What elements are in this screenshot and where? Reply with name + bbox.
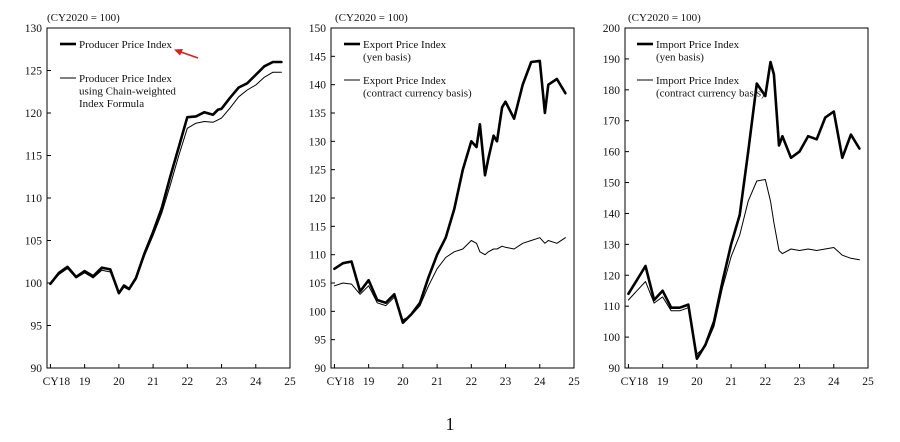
y-tick-label: 140 bbox=[603, 208, 621, 220]
x-tick-label: 23 bbox=[216, 376, 228, 388]
x-tick-label: 21 bbox=[431, 376, 443, 388]
y-tick-label: 190 bbox=[603, 54, 621, 66]
page-number: 1 bbox=[445, 414, 455, 434]
x-tick-label: 20 bbox=[397, 376, 409, 388]
x-tick-label: 24 bbox=[534, 376, 546, 388]
chart-panel-3: (CY2020 = 100) 90 100 110 120 130 140 150 160 170… bbox=[603, 12, 874, 388]
y-tick-label: 95 bbox=[315, 335, 327, 347]
legend-text: using Chain-weighted bbox=[79, 86, 176, 98]
series-line-thin bbox=[333, 237, 566, 321]
series-line-bold bbox=[49, 60, 283, 295]
y-tick-label: 90 bbox=[315, 363, 327, 375]
x-tick-label: 19 bbox=[657, 376, 669, 388]
y-tick-label: 120 bbox=[603, 270, 621, 282]
y-tick-label: 100 bbox=[25, 278, 43, 290]
x-tick-label: 22 bbox=[182, 376, 194, 388]
x-tick-label: 20 bbox=[691, 376, 703, 388]
x-tick-label: 23 bbox=[794, 376, 806, 388]
y-tick-label: 150 bbox=[309, 23, 327, 35]
y-tick-label: 200 bbox=[603, 23, 621, 35]
y-tick-label: 100 bbox=[603, 332, 621, 344]
plot-frame bbox=[624, 27, 869, 369]
legend-text: Export Price Index bbox=[363, 39, 447, 51]
y-tick-label: 110 bbox=[25, 193, 42, 205]
legend-text: Producer Price Index bbox=[79, 39, 172, 51]
x-tick-label: 23 bbox=[500, 376, 512, 388]
x-tick-label: 21 bbox=[725, 376, 737, 388]
unit-note: (CY2020 = 100) bbox=[628, 12, 701, 24]
legend-text: Index Formula bbox=[79, 98, 144, 110]
y-tick-label: 170 bbox=[603, 116, 621, 128]
y-tick-label: 115 bbox=[309, 221, 326, 233]
y-tick-label: 105 bbox=[309, 278, 327, 290]
y-tick-label: 125 bbox=[309, 165, 327, 177]
x-tick-label: CY18 bbox=[43, 376, 71, 388]
y-tick-label: 120 bbox=[309, 193, 327, 205]
chart-panel-1: (CY2020 = 100) 90 95 100 105 110 115 120 125 130 C… bbox=[25, 12, 296, 388]
x-tick-label: 21 bbox=[147, 376, 159, 388]
series-line-thin bbox=[49, 71, 282, 295]
y-tick-label: 120 bbox=[25, 108, 43, 120]
legend-text: (contract currency basis) bbox=[363, 88, 472, 100]
x-tick-label: 20 bbox=[113, 376, 125, 388]
series-line-bold bbox=[333, 59, 567, 325]
x-tick-label: CY18 bbox=[327, 376, 355, 388]
y-tick-label: 90 bbox=[31, 363, 43, 375]
x-tick-label: 19 bbox=[363, 376, 375, 388]
y-tick-label: 105 bbox=[25, 236, 43, 248]
unit-note: (CY2020 = 100) bbox=[47, 12, 120, 24]
y-tick-label: 100 bbox=[309, 306, 327, 318]
legend-text: Import Price Index bbox=[656, 75, 740, 87]
x-tick-label: 19 bbox=[79, 376, 91, 388]
series-line-thin bbox=[627, 179, 860, 355]
x-tick-label: 22 bbox=[760, 376, 772, 388]
x-tick-label: 22 bbox=[466, 376, 478, 388]
y-tick-label: 160 bbox=[603, 147, 621, 159]
y-tick-label: 125 bbox=[25, 66, 43, 78]
y-tick-label: 145 bbox=[309, 51, 327, 63]
legend-text: Producer Price Index bbox=[79, 73, 172, 85]
y-tick-label: 130 bbox=[309, 136, 327, 148]
x-tick-label: 24 bbox=[828, 376, 840, 388]
series-line-bold bbox=[627, 60, 861, 361]
y-tick-label: 115 bbox=[25, 151, 42, 163]
y-tick-label: 110 bbox=[309, 250, 326, 262]
y-tick-label: 90 bbox=[609, 363, 621, 375]
y-tick-label: 135 bbox=[309, 108, 327, 120]
y-tick-label: 140 bbox=[309, 80, 327, 92]
y-tick-label: 150 bbox=[603, 178, 621, 190]
annotation-arrowhead bbox=[174, 49, 183, 56]
x-tick-label: 25 bbox=[568, 376, 580, 388]
legend-text: (contract currency basis) bbox=[656, 88, 765, 100]
legend-text: Export Price Index bbox=[363, 75, 447, 87]
x-tick-label: CY18 bbox=[621, 376, 649, 388]
legend-text: Import Price Index bbox=[656, 39, 740, 51]
y-tick-label: 130 bbox=[25, 23, 43, 35]
legend-text: (yen basis) bbox=[656, 52, 704, 64]
y-tick-label: 110 bbox=[603, 301, 620, 313]
y-tick-label: 95 bbox=[31, 321, 43, 333]
x-tick-label: 24 bbox=[250, 376, 262, 388]
chart-panel-2: (CY2020 = 100) 90 95 100 105 110 115 120 125 130 1… bbox=[309, 12, 580, 388]
legend-text: (yen basis) bbox=[363, 52, 411, 64]
x-tick-label: 25 bbox=[284, 376, 296, 388]
unit-note: (CY2020 = 100) bbox=[335, 12, 408, 24]
y-tick-label: 180 bbox=[603, 85, 621, 97]
x-tick-label: 25 bbox=[862, 376, 874, 388]
y-tick-label: 130 bbox=[603, 239, 621, 251]
